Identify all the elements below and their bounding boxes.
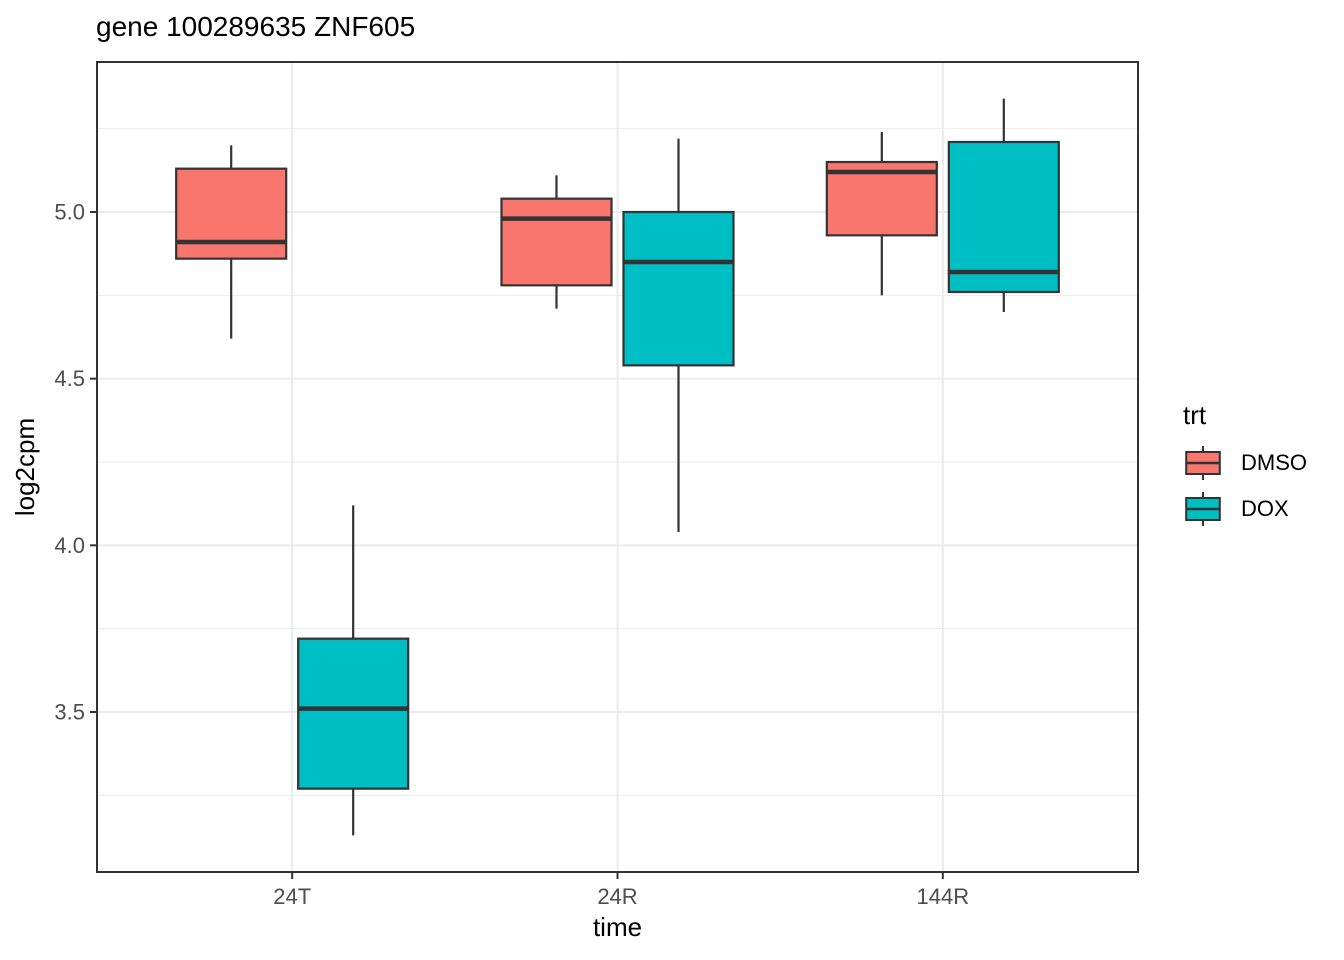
legend-item-label: DMSO <box>1241 450 1307 475</box>
legend-item-dox: DOX <box>1185 489 1307 529</box>
legend-item-label: DOX <box>1241 496 1289 521</box>
legend: trt DMSO DOX <box>1183 400 1307 535</box>
box-144r-dox <box>947 140 1060 294</box>
boxplot-key-icon <box>1185 446 1221 480</box>
y-tick-label: 4.0 <box>54 533 85 558</box>
x-tick-label: 24T <box>273 884 311 909</box>
box-24t-dmso <box>175 167 288 260</box>
legend-title: trt <box>1183 400 1207 430</box>
x-axis-title: time <box>592 912 643 942</box>
y-tick-label: 4.5 <box>54 366 85 391</box>
box-24t-dox <box>297 637 410 790</box>
x-tick-label: 24R <box>597 884 637 909</box>
y-tick-label: 5.0 <box>54 200 85 225</box>
panel-border <box>96 61 1139 873</box>
y-tick-label: 3.5 <box>54 700 85 725</box>
y-axis-title: log2cpm <box>10 417 40 517</box>
boxplot-key-icon <box>1185 492 1221 526</box>
chart-title: gene 100289635 ZNF605 <box>96 11 416 42</box>
box-24r-dox <box>622 210 735 367</box>
box-24r-dmso <box>500 197 613 287</box>
legend-items: DMSO DOX <box>1183 443 1307 529</box>
x-tick-label: 144R <box>917 884 970 909</box>
legend-item-dmso: DMSO <box>1185 443 1307 483</box>
